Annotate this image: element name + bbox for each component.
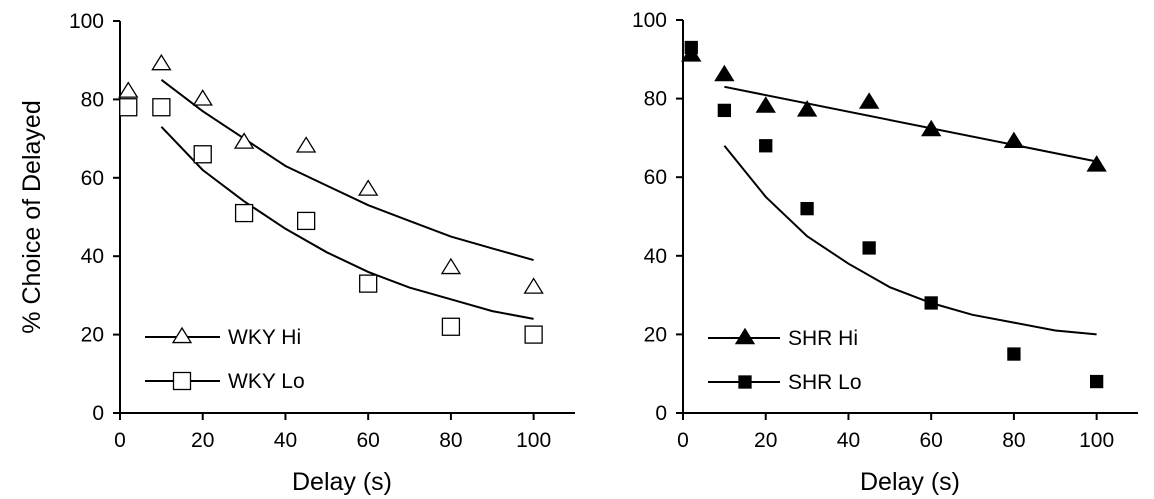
wky-lo-fit-curve xyxy=(160,126,534,320)
left-x-tick-label: 100 xyxy=(516,429,551,452)
wky-lo-data-point xyxy=(296,211,316,231)
shr-hi-data-point xyxy=(796,100,818,117)
wky-lo-data-point xyxy=(152,98,171,117)
left-y-tick-label: 80 xyxy=(81,88,104,111)
shr-lo-data-point xyxy=(924,296,938,310)
wky-lo-data-point xyxy=(524,325,543,344)
shr-lo-data-point xyxy=(717,103,732,118)
left-x-tick-label: 0 xyxy=(114,429,126,452)
wky-hi-data-point xyxy=(358,179,379,196)
left-y-tick-label: 0 xyxy=(92,402,104,425)
right-y-tick-label: 60 xyxy=(644,166,667,189)
wky-lo-legend-marker xyxy=(172,371,192,391)
right-x-tick-label: 60 xyxy=(920,429,943,452)
wky-hi-data-point xyxy=(440,257,462,275)
shr-lo-data-point xyxy=(1089,374,1104,389)
right-x-tick-label: 20 xyxy=(754,429,777,452)
shr-hi-legend-label: SHR Hi xyxy=(788,327,858,350)
left-x-tick-label: 40 xyxy=(274,429,297,452)
shr-lo-data-point xyxy=(759,139,773,153)
shr-hi-legend-marker xyxy=(734,327,756,345)
left-x-tick-label: 60 xyxy=(357,429,380,452)
wky-hi-data-point xyxy=(233,132,255,149)
left-x-tick-label: 80 xyxy=(439,429,462,452)
wky-hi-data-point xyxy=(295,136,317,153)
right-y-tick-label: 80 xyxy=(644,88,667,111)
shr-lo-data-point xyxy=(684,40,698,55)
shr-hi-fit-curve xyxy=(724,85,1097,163)
wky-lo-data-point xyxy=(359,274,378,293)
left-y-tick-label: 60 xyxy=(81,167,104,190)
right-y-tick-label: 0 xyxy=(655,402,667,425)
right-y-tick-label: 40 xyxy=(644,245,667,268)
right-x-tick-label: 40 xyxy=(837,429,860,452)
left-y-tick-label: 20 xyxy=(81,324,104,347)
shr-lo-data-point xyxy=(862,241,876,255)
right-y-tick-label: 100 xyxy=(632,9,667,32)
shr-hi-data-point xyxy=(921,119,942,137)
wky-hi-data-point xyxy=(118,81,139,98)
shr-hi-data-point xyxy=(858,92,880,109)
left-y-axis-title: % Choice of Delayed xyxy=(18,100,46,333)
wky-hi-data-point xyxy=(151,53,172,71)
wky-hi-data-point xyxy=(192,89,213,106)
shr-lo-fit-curve xyxy=(723,145,1097,336)
right-x-tick-label: 100 xyxy=(1079,429,1114,452)
shr-hi-data-point xyxy=(1003,131,1025,149)
right-x-tick-label: 80 xyxy=(1002,429,1025,452)
wky-lo-data-point xyxy=(193,145,212,164)
wky-lo-data-point xyxy=(234,203,254,223)
wky-hi-legend-marker xyxy=(171,326,193,344)
wky-hi-fit-curve xyxy=(160,79,534,262)
wky-lo-data-point xyxy=(441,317,461,336)
left-y-tick-label: 40 xyxy=(81,245,104,268)
right-x-tick-label: 0 xyxy=(677,429,689,452)
right-chart-panel: 0 20 40 60 80 100 0 20 40 60 80 100 SHR Hi SHR Lo xyxy=(632,9,1138,452)
shr-hi-data-point xyxy=(755,96,776,113)
right-y-tick-label: 20 xyxy=(644,323,667,346)
wky-hi-data-point xyxy=(523,277,544,294)
left-chart-panel: 0 20 40 60 80 100 0 20 40 60 80 100 WKY Hi WKY Lo xyxy=(69,10,575,452)
shr-hi-data-point xyxy=(714,64,735,82)
right-x-axis-title: Delay (s) xyxy=(860,468,960,496)
shr-lo-legend-label: SHR Lo xyxy=(788,371,862,394)
shr-lo-data-point xyxy=(1007,347,1021,361)
left-x-axis-title: Delay (s) xyxy=(292,468,392,496)
shr-hi-data-point xyxy=(1086,155,1107,172)
shr-lo-data-point xyxy=(800,201,814,216)
wky-hi-legend-label: WKY Hi xyxy=(228,326,301,349)
wky-lo-data-point xyxy=(119,98,138,117)
wky-lo-legend-label: WKY Lo xyxy=(228,370,305,393)
shr-lo-legend-marker xyxy=(738,375,752,389)
left-x-tick-label: 20 xyxy=(191,429,214,452)
left-y-tick-label: 100 xyxy=(69,10,104,33)
